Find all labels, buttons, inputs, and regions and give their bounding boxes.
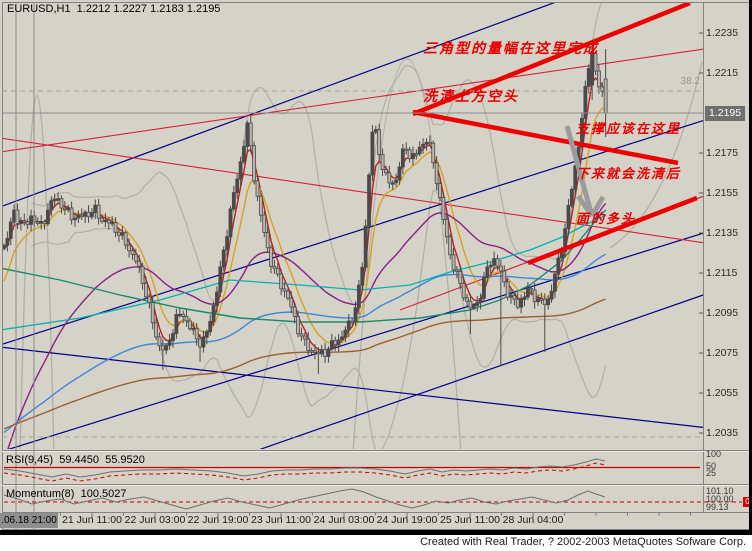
momentum-line xyxy=(3,488,606,510)
crosshair-time-box: .06.18 21:00 xyxy=(0,513,58,528)
price-scale-label: 1.2175 xyxy=(706,147,739,159)
window-right-edge xyxy=(749,0,752,531)
annotation-line: 洗清上方空头 xyxy=(423,88,519,104)
price-scale-label: 1.2155 xyxy=(706,187,739,199)
navy-trendline[interactable] xyxy=(0,2,556,207)
navy-trendline[interactable] xyxy=(0,218,752,452)
price-scale-label: 1.2235 xyxy=(706,27,739,39)
time-axis-label: 23 Jun 11:00 xyxy=(251,514,311,526)
copyright-text: Created with Real Trader, ? 2002-2003 Me… xyxy=(420,536,746,548)
annotation-line: 支撑应该在这里 xyxy=(576,121,682,136)
thin-red-trendline[interactable] xyxy=(0,42,752,153)
gray-arc[interactable] xyxy=(19,94,55,457)
time-axis-label: 24 Jun 03:00 xyxy=(313,514,375,526)
gray-arc[interactable] xyxy=(352,58,462,468)
thin-red-trendline[interactable] xyxy=(0,137,752,250)
thick-red-trendline[interactable] xyxy=(412,109,679,166)
momentum-value: 100.5027 xyxy=(80,488,127,500)
momentum-indicator-label: Momentum(8) 100.5027 xyxy=(6,488,126,500)
candles[interactable] xyxy=(3,40,608,374)
ma-line xyxy=(3,214,607,331)
momentum-scale-label: 101.10 xyxy=(706,486,734,496)
ema-line xyxy=(7,202,607,449)
price-scale-label: 1.2075 xyxy=(706,347,739,359)
annotation-support-note: 支撑应该在这里 下来就会洗清后 面的多头 xyxy=(576,91,681,256)
status-strip: Created with Real Trader, ? 2002-2003 Me… xyxy=(0,535,752,551)
window-bottom-edge xyxy=(0,530,752,535)
price-scale-label: 1.2035 xyxy=(706,427,739,439)
rsi-value-1: 59.4450 xyxy=(59,454,99,466)
symbol-title: EURUSD,H1 1.2212 1.2227 1.2183 1.2195 xyxy=(7,3,221,15)
annotation-line: 下来就会洗清后 xyxy=(576,166,682,181)
price-scale-label: 1.2215 xyxy=(706,67,739,79)
time-axis-label: 28 Jun 04:00 xyxy=(502,514,564,526)
down-arrow[interactable] xyxy=(564,125,595,217)
rsi-name: RSI(9,45) xyxy=(6,454,54,466)
gray-arc[interactable] xyxy=(609,61,703,249)
annotation-triangle-note: 三角型的量幅在这里完成 洗清上方空头 xyxy=(423,8,599,136)
price-scale-label: 1.2055 xyxy=(706,387,739,399)
rsi-scale-label: 100 xyxy=(706,449,722,459)
time-axis-label: 21 Jun 11:00 xyxy=(62,514,122,526)
fib-382-label: 38.2 xyxy=(680,76,700,87)
time-axis-label: 25 Jun 11:00 xyxy=(440,514,500,526)
momentum-scale-label: 99.13 xyxy=(706,502,729,512)
navy-trendline[interactable] xyxy=(0,278,752,531)
time-axis-label: 24 Jun 19:00 xyxy=(376,514,438,526)
rsi-value-2: 55.9520 xyxy=(105,454,145,466)
navy-trendline[interactable] xyxy=(0,105,752,345)
price-scale-label: 1.2135 xyxy=(706,227,739,239)
annotation-line: 三角型的量幅在这里完成 xyxy=(423,40,599,56)
price-scale-label: 1.2115 xyxy=(706,267,738,279)
time-axis-label: 22 Jun 19:00 xyxy=(187,514,249,526)
ema-line xyxy=(3,298,606,430)
thick-red-trendline[interactable] xyxy=(412,3,691,117)
time-axis-label: 22 Jun 03:00 xyxy=(124,514,186,526)
momentum-scale-label: 100.00 xyxy=(706,494,734,504)
annotation-line: 面的多头 xyxy=(576,211,637,226)
rsi-indicator-label: RSI(9,45) 59.4450 55.9520 xyxy=(6,454,145,466)
main-pane[interactable] xyxy=(0,0,752,531)
crosshair-price-box: 1.2195 xyxy=(705,106,746,121)
momentum-name: Momentum(8) xyxy=(6,488,75,500)
momentum-level-badge: 0 xyxy=(743,497,752,507)
rsi-scale-label: 50 xyxy=(706,461,717,471)
rsi-signal-line xyxy=(3,462,606,482)
rsi-line xyxy=(3,458,606,478)
navy-trendline[interactable] xyxy=(0,346,752,433)
chart-window[interactable]: EURUSD,H1 1.2212 1.2227 1.2183 1.2195 38… xyxy=(0,0,752,531)
price-scale-label: 1.2095 xyxy=(706,307,739,319)
rsi-scale-label: 25 xyxy=(706,468,717,478)
chart-canvas[interactable] xyxy=(0,0,752,531)
thick-red-trendline[interactable] xyxy=(527,195,698,266)
